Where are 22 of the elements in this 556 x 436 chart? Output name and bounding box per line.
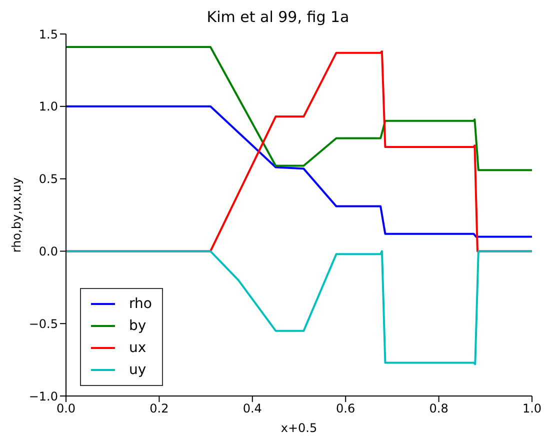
x-tick-label: 0.6 <box>336 402 356 416</box>
x-tick-label: 0.8 <box>429 402 448 416</box>
line-series <box>66 46 532 172</box>
x-tick-label: 0.2 <box>150 402 169 416</box>
x-tick-label: 0.4 <box>242 402 262 416</box>
y-tick-label: 1.5 <box>38 27 58 42</box>
chart-title: Kim et al 99, fig 1a <box>206 8 350 26</box>
y-tick-label: −0.5 <box>28 316 58 331</box>
line-series <box>66 105 532 238</box>
x-tick-label: 0.0 <box>56 402 76 416</box>
y-tick-label: 1.0 <box>38 100 58 114</box>
line-series <box>66 250 532 366</box>
legend-label: ux <box>129 340 146 356</box>
y-tick-label: −1.0 <box>28 389 58 404</box>
x-tick-label: 1.0 <box>522 402 542 416</box>
y-tick-label: 0.5 <box>38 172 58 186</box>
legend-label: uy <box>129 362 146 378</box>
y-axis-title: rho,by,ux,uy <box>9 177 24 253</box>
legend-label: rho <box>129 296 152 312</box>
legend-label: by <box>129 318 146 334</box>
y-tick-label: 0.0 <box>38 244 58 258</box>
x-axis-title: x+0.5 <box>280 421 318 435</box>
